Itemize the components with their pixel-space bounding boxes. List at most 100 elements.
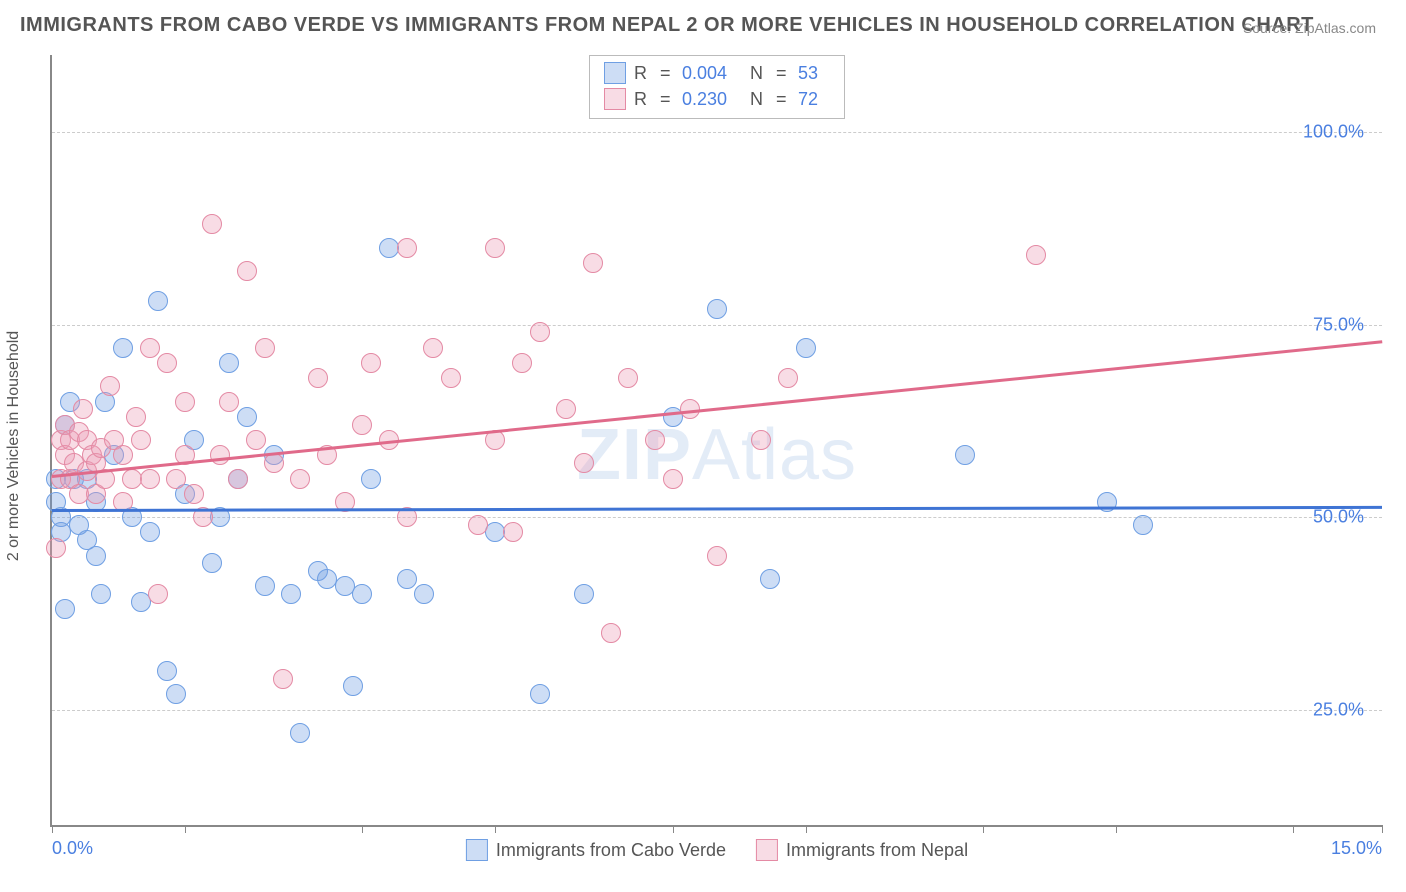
legend-series-item: Immigrants from Nepal: [756, 839, 968, 861]
data-point-cabo_verde: [707, 299, 727, 319]
x-tick: [1293, 825, 1294, 833]
equals: =: [776, 60, 790, 86]
data-point-cabo_verde: [574, 584, 594, 604]
x-tick: [673, 825, 674, 833]
x-tick-label: 0.0%: [52, 838, 93, 859]
data-point-nepal: [751, 430, 771, 450]
x-tick: [1382, 825, 1383, 833]
data-point-nepal: [361, 353, 381, 373]
scatter-plot-area: ZIPAtlas 25.0%50.0%75.0%100.0%0.0%15.0%R…: [50, 55, 1382, 827]
data-point-nepal: [352, 415, 372, 435]
gridline: [52, 325, 1382, 326]
data-point-cabo_verde: [955, 445, 975, 465]
data-point-cabo_verde: [219, 353, 239, 373]
legend-r-value: 0.230: [682, 86, 742, 112]
data-point-nepal: [663, 469, 683, 489]
data-point-nepal: [166, 469, 186, 489]
data-point-nepal: [778, 368, 798, 388]
data-point-cabo_verde: [281, 584, 301, 604]
data-point-cabo_verde: [1133, 515, 1153, 535]
y-tick-label: 75.0%: [1313, 314, 1364, 335]
data-point-cabo_verde: [157, 661, 177, 681]
data-point-nepal: [140, 469, 160, 489]
watermark: ZIPAtlas: [577, 414, 857, 496]
data-point-nepal: [46, 538, 66, 558]
data-point-nepal: [255, 338, 275, 358]
data-point-cabo_verde: [91, 584, 111, 604]
data-point-nepal: [530, 322, 550, 342]
data-point-nepal: [707, 546, 727, 566]
data-point-nepal: [237, 261, 257, 281]
data-point-nepal: [308, 368, 328, 388]
legend-n-value: 53: [798, 60, 830, 86]
data-point-nepal: [485, 238, 505, 258]
y-tick-label: 25.0%: [1313, 699, 1364, 720]
y-axis-label: 2 or more Vehicles in Household: [5, 331, 23, 561]
legend-swatch: [756, 839, 778, 861]
equals: =: [776, 86, 790, 112]
data-point-cabo_verde: [113, 338, 133, 358]
data-point-nepal: [1026, 245, 1046, 265]
legend-n-key: N: [750, 86, 768, 112]
legend-stats-row: R=0.230N=72: [604, 86, 830, 112]
source-label: Source: ZipAtlas.com: [1243, 20, 1376, 36]
data-point-nepal: [397, 238, 417, 258]
gridline: [52, 710, 1382, 711]
data-point-cabo_verde: [86, 546, 106, 566]
data-point-nepal: [645, 430, 665, 450]
data-point-cabo_verde: [166, 684, 186, 704]
legend-series-item: Immigrants from Cabo Verde: [466, 839, 726, 861]
legend-r-key: R: [634, 60, 652, 86]
data-point-nepal: [113, 445, 133, 465]
watermark-thin: Atlas: [692, 415, 857, 495]
x-tick-label: 15.0%: [1331, 838, 1382, 859]
gridline: [52, 132, 1382, 133]
legend-swatch: [604, 62, 626, 84]
data-point-cabo_verde: [255, 576, 275, 596]
data-point-nepal: [290, 469, 310, 489]
data-point-nepal: [556, 399, 576, 419]
x-tick: [806, 825, 807, 833]
legend-n-value: 72: [798, 86, 830, 112]
x-tick: [495, 825, 496, 833]
legend-series: Immigrants from Cabo Verde Immigrants fro…: [466, 839, 968, 861]
data-point-cabo_verde: [237, 407, 257, 427]
legend-r-key: R: [634, 86, 652, 112]
data-point-cabo_verde: [397, 569, 417, 589]
source-prefix: Source:: [1243, 20, 1295, 36]
data-point-nepal: [423, 338, 443, 358]
data-point-nepal: [131, 430, 151, 450]
legend-stats-row: R=0.004N=53: [604, 60, 830, 86]
data-point-nepal: [273, 669, 293, 689]
x-tick: [1116, 825, 1117, 833]
legend-swatch: [604, 88, 626, 110]
legend-series-label: Immigrants from Nepal: [786, 840, 968, 861]
data-point-cabo_verde: [760, 569, 780, 589]
data-point-nepal: [618, 368, 638, 388]
legend-stats: R=0.004N=53R=0.230N=72: [589, 55, 845, 119]
data-point-cabo_verde: [55, 599, 75, 619]
data-point-nepal: [184, 484, 204, 504]
data-point-nepal: [140, 338, 160, 358]
x-tick: [185, 825, 186, 833]
data-point-nepal: [126, 407, 146, 427]
data-point-cabo_verde: [140, 522, 160, 542]
y-tick-label: 100.0%: [1303, 122, 1364, 143]
data-point-cabo_verde: [148, 291, 168, 311]
data-point-nepal: [468, 515, 488, 535]
source-name: ZipAtlas.com: [1295, 20, 1376, 36]
data-point-nepal: [441, 368, 461, 388]
data-point-cabo_verde: [202, 553, 222, 573]
legend-swatch: [466, 839, 488, 861]
data-point-nepal: [503, 522, 523, 542]
data-point-cabo_verde: [361, 469, 381, 489]
data-point-cabo_verde: [530, 684, 550, 704]
data-point-nepal: [264, 453, 284, 473]
data-point-nepal: [219, 392, 239, 412]
data-point-cabo_verde: [352, 584, 372, 604]
y-tick-label: 50.0%: [1313, 507, 1364, 528]
data-point-nepal: [73, 399, 93, 419]
x-tick: [983, 825, 984, 833]
data-point-nepal: [512, 353, 532, 373]
data-point-nepal: [202, 214, 222, 234]
